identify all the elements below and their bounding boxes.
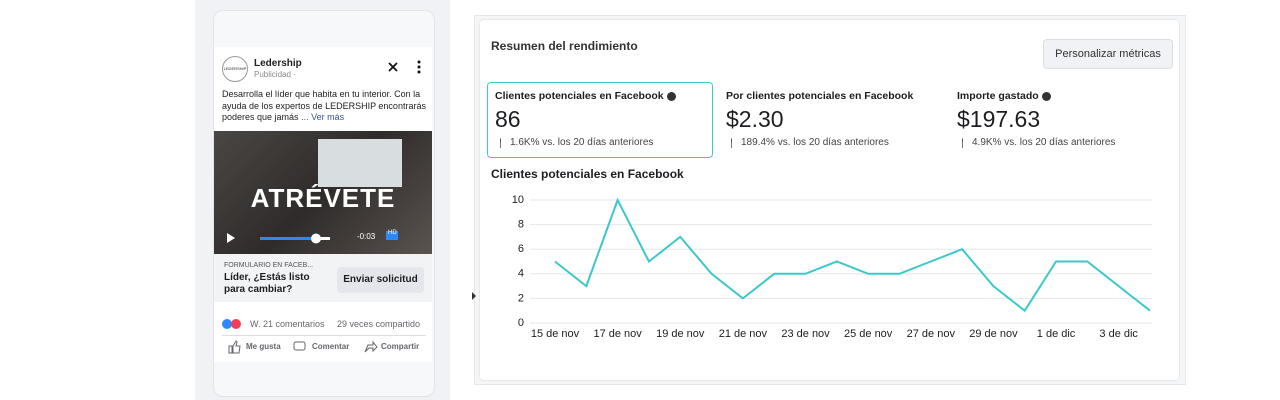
action-icons	[228, 340, 378, 354]
projector-screen	[318, 139, 402, 187]
y-tick-label: 4	[518, 268, 524, 280]
share-action[interactable]: Compartir	[381, 342, 420, 351]
x-tick-label: 15 de nov	[531, 328, 580, 340]
metric-change: 189.4% vs. los 20 días anteriores	[741, 137, 889, 148]
metric-label: Por clientes potenciales en Facebook	[726, 90, 914, 102]
x-tick-label: 23 de nov	[781, 328, 830, 340]
hd-badge: HD	[388, 230, 397, 236]
comment-action[interactable]: Comentar	[312, 342, 350, 351]
x-tick-label: 19 de nov	[656, 328, 705, 340]
x-tick-label: 27 de nov	[907, 328, 956, 340]
video-text: ATRÉVETE	[250, 183, 396, 213]
x-tick-label: 17 de nov	[593, 328, 642, 340]
metric-value: 86	[495, 106, 521, 132]
y-tick-label: 10	[512, 194, 524, 206]
headline: Líder, ¿Estás listo para cambiar?	[224, 272, 310, 295]
arrow-up	[496, 138, 504, 148]
x-tick-label: 3 de dic	[1099, 328, 1138, 340]
y-tick-label: 2	[518, 292, 524, 304]
form-label: FORMULARIO EN FACEB...	[224, 262, 314, 269]
ad-body: Desarrolla el líder que habita en tu int…	[222, 89, 426, 122]
y-tick-label: 6	[518, 243, 524, 255]
metric-change: 1.6K% vs. los 20 días anteriores	[510, 137, 654, 148]
scroll-arrow	[472, 292, 476, 300]
y-tick-label: 0	[518, 317, 524, 329]
summary-title: Resumen del rendimiento	[491, 39, 638, 53]
reactions: W.	[250, 319, 261, 329]
x-tick-label: 29 de nov	[969, 328, 1018, 340]
page-logo: LEDERSHIP	[222, 56, 248, 82]
chart-title: Clientes potenciales en Facebook	[491, 167, 684, 181]
x-tick-label: 1 de dic	[1037, 328, 1076, 340]
video-controls	[227, 231, 398, 244]
metric-value: $197.63	[957, 106, 1041, 132]
arrow-up	[958, 138, 966, 148]
arrow-up	[727, 138, 735, 148]
info-icon	[666, 92, 676, 101]
sponsored: Publicidad ·	[254, 70, 296, 79]
divider	[222, 335, 426, 336]
metric-change: 4.9K% vs. los 20 días anteriores	[972, 137, 1116, 148]
like-action[interactable]: Me gusta	[246, 342, 281, 351]
info-icon	[1041, 92, 1051, 101]
metric-label: Importe gastado	[957, 90, 1039, 102]
metric-value: $2.30	[726, 106, 784, 132]
shares[interactable]: 29 veces compartido	[337, 319, 421, 329]
comments[interactable]: 21 comentarios	[263, 319, 325, 329]
metric-label: Clientes potenciales en Facebook	[495, 90, 664, 102]
x-tick-label: 21 de nov	[719, 328, 768, 340]
metric-selected[interactable]	[487, 82, 713, 158]
x-tick-label: 25 de nov	[844, 328, 893, 340]
cta-button[interactable]: Enviar solicitud	[337, 267, 424, 293]
video[interactable]: ATRÉVETE -0:03 HD	[214, 131, 432, 254]
see-more[interactable]: ... Ver más	[301, 112, 345, 122]
ad-text: Desarrolla el líder que habita en tu int…	[222, 89, 426, 124]
video-time: -0:03	[357, 232, 376, 241]
ad-icons	[388, 60, 421, 74]
reaction-icons	[222, 319, 241, 329]
customize-button[interactable]: Personalizar métricas	[1043, 39, 1173, 69]
page-name[interactable]: Ledership	[254, 58, 302, 69]
line	[554, 197, 1151, 313]
y-tick-label: 8	[518, 219, 524, 231]
